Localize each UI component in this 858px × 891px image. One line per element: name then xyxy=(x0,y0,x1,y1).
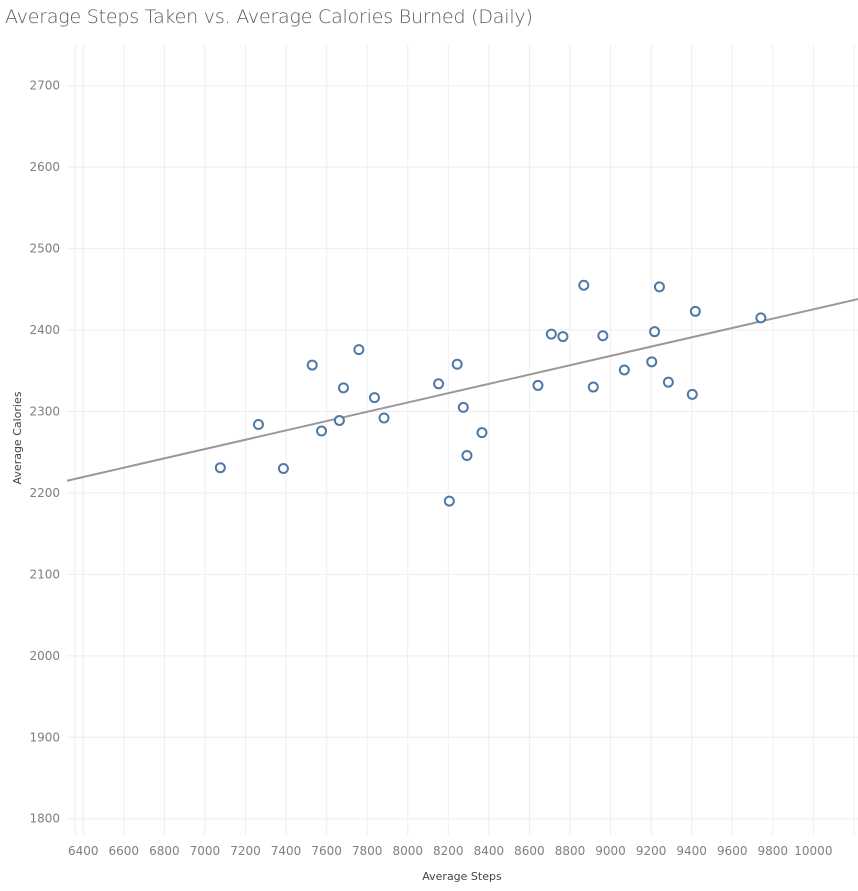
data-point[interactable] xyxy=(353,344,365,356)
data-point[interactable] xyxy=(214,462,226,474)
x-tick-label: 10000 xyxy=(794,844,832,858)
data-point[interactable] xyxy=(662,376,674,388)
data-point[interactable] xyxy=(646,356,658,368)
data-point[interactable] xyxy=(451,358,463,370)
x-axis-ticks: 6400 6600 6800 7000 7200 7400 7600 7800 8000 8200… xyxy=(68,844,833,858)
data-point[interactable] xyxy=(597,330,609,342)
y-tick-label: 1900 xyxy=(29,730,60,744)
x-tick-label: 8200 xyxy=(433,844,464,858)
data-point[interactable] xyxy=(476,427,488,439)
x-tick-label: 9000 xyxy=(595,844,626,858)
data-point[interactable] xyxy=(433,378,445,390)
data-point[interactable] xyxy=(689,305,701,317)
x-tick-label: 6600 xyxy=(109,844,140,858)
data-point[interactable] xyxy=(277,463,289,475)
trend xyxy=(66,298,858,482)
chart-title: Average Steps Taken vs. Average Calories… xyxy=(5,6,533,28)
x-tick-label: 9800 xyxy=(758,844,789,858)
x-tick-label: 8400 xyxy=(474,844,505,858)
y-tick-label: 2400 xyxy=(29,323,60,337)
y-axis-title: Average Calories xyxy=(11,391,24,484)
x-axis-title: Average Steps xyxy=(422,870,502,883)
y-tick-label: 2600 xyxy=(29,160,60,174)
y-tick-label: 2200 xyxy=(29,486,60,500)
data-point[interactable] xyxy=(532,379,544,391)
data-point[interactable] xyxy=(578,279,590,291)
data-point[interactable] xyxy=(333,414,345,426)
y-tick-label: 2100 xyxy=(29,567,60,581)
data-point[interactable] xyxy=(443,495,455,507)
trend-line xyxy=(66,298,858,482)
x-tick-label: 7800 xyxy=(352,844,383,858)
data-point[interactable] xyxy=(618,364,630,376)
data-point[interactable] xyxy=(461,449,473,461)
y-tick-label: 2700 xyxy=(29,79,60,93)
data-point[interactable] xyxy=(755,312,767,324)
x-tick-label: 7000 xyxy=(190,844,221,858)
data-point[interactable] xyxy=(587,381,599,393)
x-tick-label: 7400 xyxy=(271,844,302,858)
x-tick-label: 9200 xyxy=(636,844,667,858)
data-points xyxy=(214,279,767,507)
data-point[interactable] xyxy=(368,392,380,404)
x-tick-label: 8800 xyxy=(555,844,586,858)
data-point[interactable] xyxy=(649,326,661,338)
data-point[interactable] xyxy=(557,331,569,343)
x-tick-label: 6400 xyxy=(68,844,99,858)
y-tick-label: 1800 xyxy=(29,812,60,826)
x-tick-label: 6800 xyxy=(149,844,180,858)
data-point[interactable] xyxy=(545,328,557,340)
x-tick-label: 8600 xyxy=(514,844,545,858)
y-tick-label: 2000 xyxy=(29,649,60,663)
y-tick-label: 2500 xyxy=(29,242,60,256)
data-point[interactable] xyxy=(337,382,349,394)
y-axis-ticks: 1800 1900 2000 2100 2200 2300 2400 2500 2600 2700 xyxy=(29,79,60,826)
data-point[interactable] xyxy=(457,401,469,413)
data-point[interactable] xyxy=(686,388,698,400)
y-tick-label: 2300 xyxy=(29,404,60,418)
data-point[interactable] xyxy=(316,425,328,437)
x-tick-label: 8000 xyxy=(392,844,423,858)
x-tick-label: 9600 xyxy=(717,844,748,858)
x-tick-label: 7600 xyxy=(311,844,342,858)
data-point[interactable] xyxy=(378,412,390,424)
x-tick-label: 7200 xyxy=(230,844,261,858)
data-point[interactable] xyxy=(653,281,665,293)
data-point[interactable] xyxy=(252,419,264,431)
x-tick-label: 9400 xyxy=(676,844,707,858)
grid xyxy=(67,45,858,835)
data-point[interactable] xyxy=(306,359,318,371)
